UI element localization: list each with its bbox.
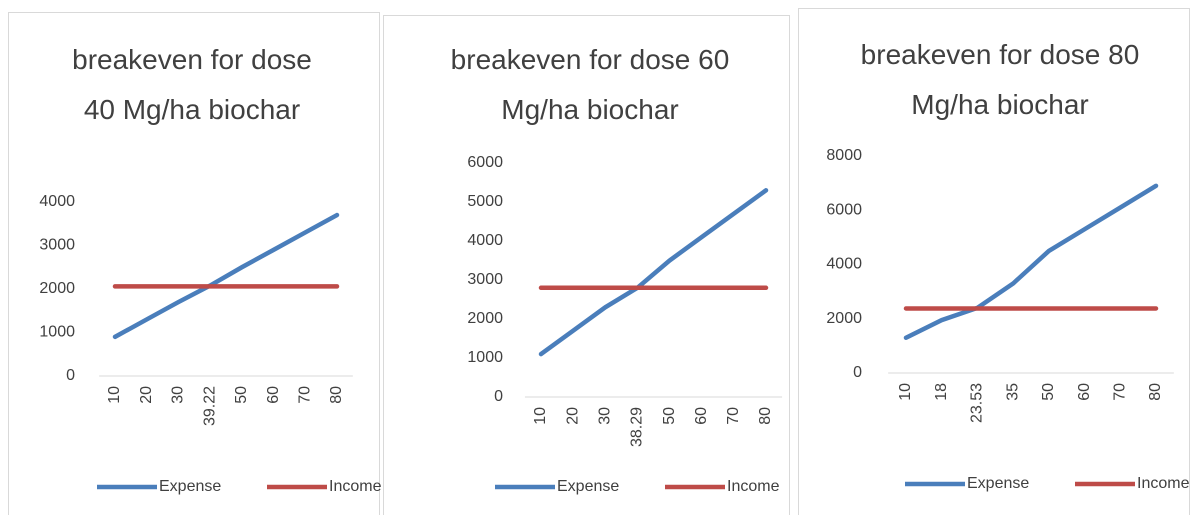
x-tick-label: 30: [597, 407, 614, 425]
legend-label: Expense: [967, 475, 1029, 492]
y-tick-label: 3000: [467, 271, 503, 288]
x-tick-label: 80: [757, 407, 774, 425]
y-tick-label: 0: [66, 367, 75, 384]
x-tick-label: 70: [297, 386, 314, 404]
x-tick-label: 35: [1004, 383, 1021, 401]
legend-label: Expense: [557, 478, 619, 495]
x-tick-label: 50: [1040, 383, 1057, 401]
x-tick-label: 38.29: [629, 407, 646, 447]
y-tick-label: 4000: [826, 256, 862, 273]
chart-title: breakeven for dose 60 Mg/ha biochar: [450, 44, 730, 125]
x-tick-label: 10: [106, 386, 123, 404]
x-tick-label: 60: [693, 407, 710, 425]
legend-label: Expense: [159, 478, 221, 495]
series-line: [112, 212, 340, 340]
y-tick-label: 2000: [467, 310, 503, 327]
x-tick-label: 60: [1076, 383, 1093, 401]
chart-title: breakeven for dose 40 Mg/ha biochar: [72, 44, 312, 125]
legend-label: Income: [727, 478, 780, 495]
x-tick-label: 60: [265, 386, 282, 404]
x-tick-label: 20: [564, 407, 581, 425]
y-tick-label: 0: [494, 388, 503, 405]
chart-title: breakeven for dose 80 Mg/ha biochar: [860, 39, 1140, 120]
x-tick-label: 20: [138, 386, 155, 404]
x-tick-label: 70: [1112, 383, 1129, 401]
y-tick-label: 2000: [39, 280, 75, 297]
x-tick-label: 80: [328, 386, 345, 404]
y-tick-label: 3000: [39, 237, 75, 254]
chart-panel: [8, 12, 380, 515]
y-tick-label: 4000: [39, 193, 75, 210]
x-tick-label: 10: [897, 383, 914, 401]
x-tick-label: 70: [725, 407, 742, 425]
chart-panel: [798, 8, 1190, 515]
y-tick-label: 6000: [826, 201, 862, 218]
y-tick-label: 0: [853, 364, 862, 381]
x-tick-label: 23.53: [969, 383, 986, 423]
legend-label: Income: [329, 478, 382, 495]
x-tick-label: 80: [1147, 383, 1164, 401]
y-tick-label: 1000: [467, 349, 503, 366]
y-tick-label: 6000: [467, 154, 503, 171]
x-tick-label: 39.22: [201, 386, 218, 426]
x-tick-label: 30: [170, 386, 187, 404]
chart-panel: [383, 15, 790, 515]
legend-label: Income: [1137, 475, 1190, 492]
y-tick-label: 1000: [39, 324, 75, 341]
series-line: [538, 188, 769, 357]
y-tick-label: 5000: [467, 193, 503, 210]
x-tick-label: 10: [532, 407, 549, 425]
y-tick-label: 2000: [826, 310, 862, 327]
x-tick-label: 18: [933, 383, 950, 401]
x-tick-label: 50: [661, 407, 678, 425]
y-tick-label: 8000: [826, 147, 862, 164]
y-tick-label: 4000: [467, 232, 503, 249]
series-line: [903, 183, 1159, 340]
x-tick-label: 50: [233, 386, 250, 404]
